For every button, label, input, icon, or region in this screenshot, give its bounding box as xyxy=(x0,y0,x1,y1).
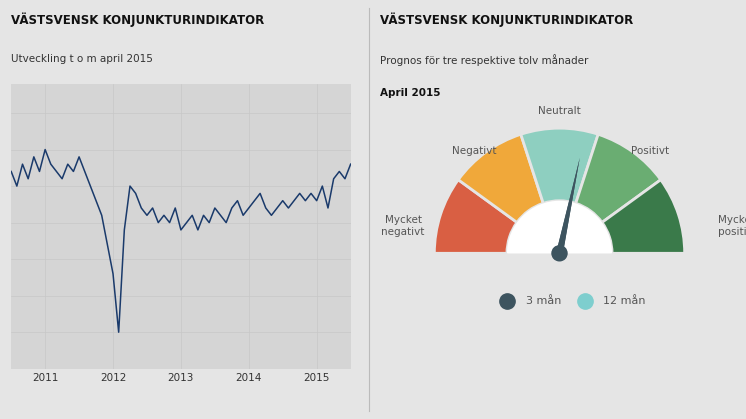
Text: Utveckling t o m april 2015: Utveckling t o m april 2015 xyxy=(11,54,153,65)
Text: 12 mån: 12 mån xyxy=(604,296,646,306)
Wedge shape xyxy=(508,202,611,253)
Polygon shape xyxy=(557,158,580,254)
Text: Prognos för tre respektive tolv månader: Prognos för tre respektive tolv månader xyxy=(380,54,589,66)
Circle shape xyxy=(553,246,566,260)
Text: 3 mån: 3 mån xyxy=(526,296,561,306)
Wedge shape xyxy=(576,134,661,222)
Text: Mycke
positiv: Mycke positiv xyxy=(718,215,746,237)
Circle shape xyxy=(552,246,567,261)
Text: VÄSTSVENSK KONJUNKTURINDIKATOR: VÄSTSVENSK KONJUNKTURINDIKATOR xyxy=(380,13,633,27)
Text: Mycket
negativt: Mycket negativt xyxy=(381,215,424,237)
Wedge shape xyxy=(602,180,685,253)
Text: Positivt: Positivt xyxy=(630,146,668,156)
Text: Negativt: Negativt xyxy=(452,146,497,156)
Text: Neutralt: Neutralt xyxy=(538,106,581,116)
Wedge shape xyxy=(507,201,612,253)
Polygon shape xyxy=(434,256,685,335)
Polygon shape xyxy=(556,158,580,254)
Wedge shape xyxy=(458,134,543,222)
Text: April 2015: April 2015 xyxy=(380,88,441,98)
Text: VÄSTSVENSK KONJUNKTURINDIKATOR: VÄSTSVENSK KONJUNKTURINDIKATOR xyxy=(11,13,264,27)
Wedge shape xyxy=(521,128,598,203)
Wedge shape xyxy=(434,180,517,253)
Circle shape xyxy=(553,246,566,260)
